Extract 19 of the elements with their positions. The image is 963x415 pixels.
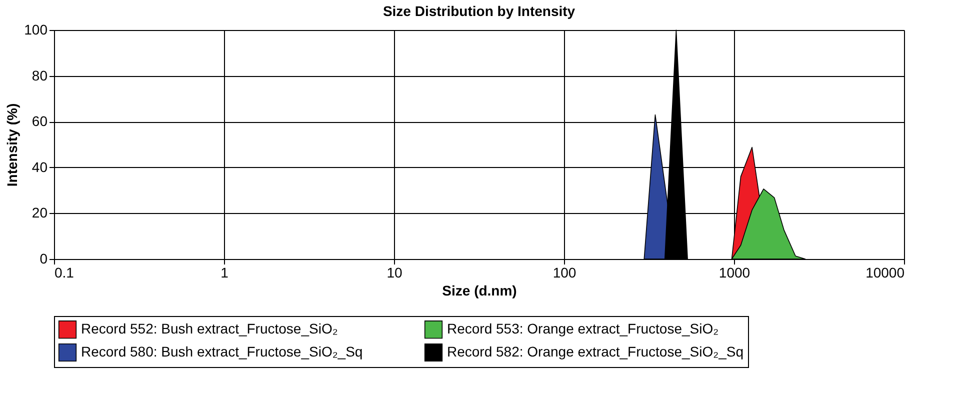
x-tick-label: 1000 xyxy=(718,264,750,280)
chart-title: Size Distribution by Intensity xyxy=(382,3,576,19)
x-tick-label: 10 xyxy=(386,264,402,280)
legend-label: Record 582: Orange extract_Fructose_SiO₂_Sq xyxy=(447,344,744,360)
y-tick-label: 40 xyxy=(32,158,48,175)
y-tick-label: 100 xyxy=(24,22,48,38)
x-axis-title: Size (d.nm) xyxy=(442,282,517,298)
y-tick-label: 0 xyxy=(40,250,48,266)
legend-label: Record 580: Bush extract_Fructose_SiO₂_Sq xyxy=(81,344,363,360)
y-axis-title: Intensity (%) xyxy=(4,103,20,187)
x-tick-label: 100 xyxy=(552,264,576,280)
legend-label: Record 553: Orange extract_Fructose_SiO₂ xyxy=(447,320,719,337)
y-tick-label: 20 xyxy=(32,204,48,221)
y-tick-label: 80 xyxy=(32,67,48,84)
y-tick-label: 60 xyxy=(32,113,48,130)
x-tick-label: 1 xyxy=(220,264,229,280)
legend-label: Record 552: Bush extract_Fructose_SiO₂ xyxy=(81,320,338,337)
x-tick-label: 10000 xyxy=(866,264,905,280)
x-tick-label: 0.1 xyxy=(54,264,74,280)
